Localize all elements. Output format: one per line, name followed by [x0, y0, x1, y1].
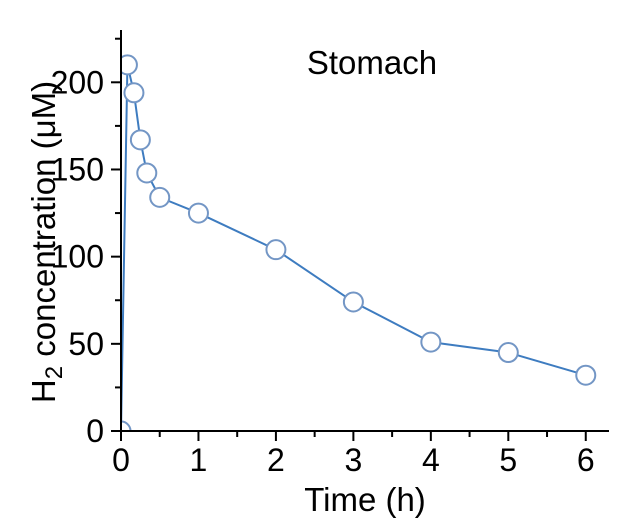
data-point-marker — [420, 331, 442, 353]
data-point-marker — [136, 162, 158, 184]
y-tick-label: 100 — [51, 239, 104, 275]
series-line — [122, 63, 587, 430]
x-tick-label: 3 — [344, 442, 362, 478]
y-tick-label: 0 — [86, 413, 104, 449]
data-point-marker — [497, 342, 519, 364]
y-axis-title: H2 concentration (μM) — [24, 47, 68, 437]
y-axis-title-subscript: 2 — [41, 365, 68, 380]
data-point-marker — [122, 54, 138, 76]
data-point-marker — [187, 202, 209, 224]
x-tick-label: 0 — [112, 442, 130, 478]
data-point-marker — [122, 420, 132, 430]
data-point-marker — [342, 291, 364, 313]
y-tick-label: 200 — [51, 64, 104, 100]
data-point-marker — [265, 239, 287, 261]
data-point-marker — [575, 364, 597, 386]
x-tick-label: 4 — [422, 442, 440, 478]
x-axis-title: Time (h) — [304, 481, 426, 518]
y-axis-title-base: H — [25, 379, 62, 404]
y-tick-label: 50 — [68, 326, 104, 362]
x-tick-label: 1 — [190, 442, 208, 478]
y-axis-title-rest: concentration (μM) — [25, 80, 62, 366]
chart-title: Stomach — [306, 44, 438, 81]
x-tick-label: 6 — [577, 442, 595, 478]
y-tick-label: 150 — [51, 151, 104, 187]
data-series-group — [122, 54, 597, 430]
data-point-marker — [123, 82, 145, 104]
x-tick-label: 5 — [499, 442, 517, 478]
data-point-marker — [149, 186, 171, 208]
x-tick-label: 2 — [267, 442, 285, 478]
data-point-marker — [129, 129, 151, 151]
